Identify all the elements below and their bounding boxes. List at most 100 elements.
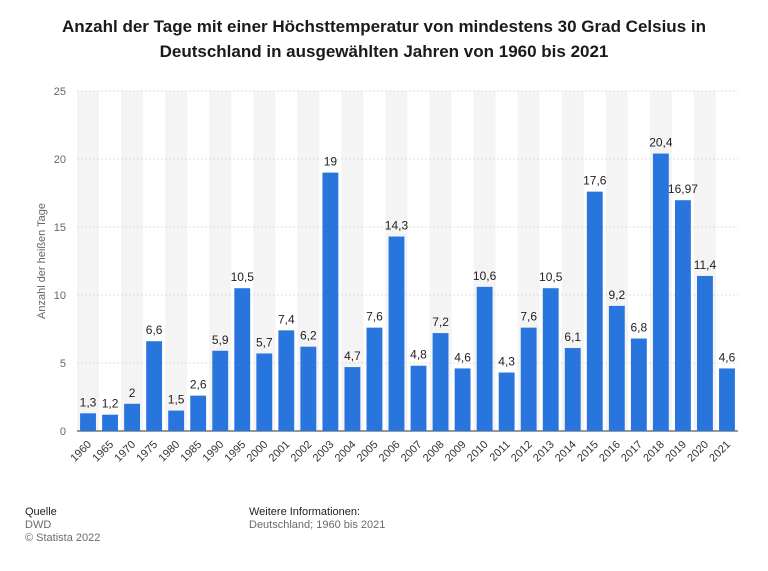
bar	[124, 403, 141, 431]
x-tick-label: 1985	[179, 439, 205, 465]
x-tick-label: 2018	[641, 439, 667, 465]
x-tick-label: 1980	[156, 439, 182, 465]
bar	[344, 367, 361, 431]
data-label: 4,6	[719, 350, 736, 364]
bar	[322, 172, 339, 431]
bar	[300, 346, 317, 431]
x-tick-label: 1995	[223, 439, 249, 465]
x-tick-label: 2005	[355, 439, 381, 465]
y-tick-label: 25	[54, 86, 66, 98]
x-tick-label: 2002	[289, 439, 315, 465]
x-tick-label: 1965	[90, 439, 116, 465]
bar	[366, 327, 383, 431]
info-heading: Weitere Informationen:	[249, 506, 361, 518]
x-tick-label: 2011	[488, 439, 513, 464]
bar	[234, 288, 251, 431]
background-band	[121, 91, 144, 431]
y-tick-label: 0	[60, 426, 66, 438]
y-tick-label: 20	[54, 154, 66, 166]
data-label: 4,6	[454, 350, 471, 364]
background-band	[209, 91, 232, 431]
data-label: 2,6	[190, 378, 207, 392]
chart-title: Anzahl der Tage mit einer Höchsttemperat…	[30, 14, 738, 64]
bar	[476, 286, 493, 431]
background-band	[165, 91, 188, 431]
data-label: 1,3	[80, 395, 97, 409]
data-label: 4,7	[344, 349, 361, 363]
data-label: 10,6	[473, 269, 497, 283]
chart-title-line-2: Deutschland in ausgewählten Jahren von 1…	[159, 42, 609, 61]
data-label: 11,4	[694, 258, 717, 272]
x-tick-label: 2008	[421, 439, 447, 465]
data-label: 10,5	[539, 270, 563, 284]
x-tick-label: 2012	[509, 439, 535, 465]
data-label: 20,4	[649, 136, 673, 150]
data-label: 7,6	[520, 310, 537, 324]
bar	[520, 327, 537, 431]
x-tick-label: 2010	[465, 439, 491, 465]
bar	[719, 368, 735, 431]
x-tick-label: 2017	[619, 439, 645, 465]
data-label: 4,8	[410, 348, 427, 362]
bar	[630, 338, 647, 431]
x-tick-label: 2007	[399, 439, 425, 465]
bar	[608, 305, 625, 431]
bar	[146, 341, 163, 431]
chart-title-line-1: Anzahl der Tage mit einer Höchsttemperat…	[62, 17, 706, 36]
data-label: 14,3	[385, 219, 409, 233]
data-label: 6,8	[631, 321, 648, 335]
bar	[564, 348, 581, 431]
bar	[212, 350, 229, 431]
bar	[388, 236, 405, 431]
data-label: 1,5	[168, 393, 185, 407]
x-tick-label: 2004	[333, 439, 359, 465]
source-block: Quelle DWD © Statista 2022	[25, 506, 100, 545]
background-band	[253, 91, 276, 431]
x-tick-label: 1960	[68, 439, 94, 465]
copyright: © Statista 2022	[25, 532, 101, 544]
source-heading: Quelle	[25, 506, 57, 518]
y-tick-label: 10	[54, 290, 66, 302]
bar	[80, 413, 96, 431]
bar	[102, 414, 118, 431]
background-band	[561, 91, 584, 431]
y-tick-label: 5	[60, 358, 66, 370]
bar	[190, 395, 207, 431]
bar	[652, 153, 669, 431]
background-band	[297, 91, 320, 431]
x-tick-label: 2009	[443, 439, 469, 465]
x-tick-label: 2020	[685, 439, 711, 465]
data-label: 9,2	[608, 288, 625, 302]
bar	[542, 288, 559, 431]
bar	[410, 365, 427, 431]
data-label: 7,6	[366, 310, 383, 324]
bar	[168, 410, 185, 431]
data-label: 6,6	[146, 323, 163, 337]
data-label: 5,9	[212, 333, 229, 347]
x-tick-label: 1990	[201, 439, 227, 465]
x-tick-label: 2014	[553, 439, 579, 465]
info-value: Deutschland; 1960 bis 2021	[249, 519, 386, 531]
data-label: 7,2	[432, 315, 449, 329]
bar	[697, 275, 713, 431]
x-tick-label: 2019	[663, 439, 689, 465]
x-tick-label: 2021	[707, 439, 733, 465]
bar	[586, 191, 603, 431]
bar	[432, 333, 449, 431]
bar	[674, 200, 691, 431]
data-label: 1,2	[102, 397, 119, 411]
x-tick-label: 1970	[112, 439, 138, 465]
data-label: 4,3	[498, 355, 515, 369]
x-tick-label: 2016	[597, 439, 623, 465]
y-tick-label: 15	[54, 222, 66, 234]
bar	[278, 330, 295, 431]
x-tick-label: 2006	[377, 439, 403, 465]
data-label: 2	[129, 386, 136, 400]
data-label: 6,2	[300, 329, 317, 343]
bar	[498, 372, 515, 431]
x-tick-label: 2015	[575, 439, 601, 465]
x-tick-label: 2013	[531, 439, 557, 465]
x-tick-label: 2000	[245, 439, 271, 465]
data-label: 16,97	[668, 182, 698, 196]
